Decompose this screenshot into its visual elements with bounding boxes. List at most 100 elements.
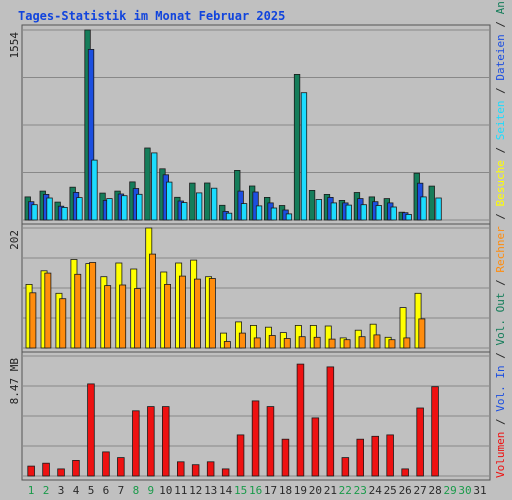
x-tick-label-day-16: 16 [249,484,262,497]
right-label-segment: / [494,14,507,34]
bar-volumen-day-2 [42,462,50,477]
bar-seiten-day-11 [181,202,188,221]
bar-volumen-day-21 [326,366,335,477]
bar-volumen-day-12 [191,464,200,477]
x-tick-label-day-27: 27 [413,484,426,497]
bar-seiten-day-4 [76,197,83,221]
y-axis-max-label: 8.47 MB [8,358,21,405]
bar-rechner-day-20 [313,336,321,349]
bar-besuche-day-14 [220,332,227,349]
bar-volumen-day-10 [161,406,170,477]
bar-rechner-day-7 [119,284,127,349]
bar-volumen-day-25 [386,434,394,477]
bar-volumen-day-7 [117,457,125,477]
bar-rechner-day-16 [253,337,261,349]
right-label-segment: Vol. Out [494,293,507,346]
bar-rechner-day-18 [283,338,291,349]
bar-volumen-day-27 [416,407,424,477]
bar-volumen-day-22 [341,457,350,477]
bar-rechner-day-22 [343,339,351,349]
bar-rechner-day-17 [268,335,276,349]
bar-seiten-day-12 [195,192,203,221]
bar-seiten-day-25 [390,206,397,221]
bar-seiten-day-23 [360,204,367,221]
bar-volumen-day-24 [371,435,379,477]
bar-rechner-day-1 [29,292,37,349]
bar-seiten-day-9 [151,152,158,221]
bar-rechner-day-11 [178,275,186,349]
bar-rechner-day-15 [238,332,246,349]
right-label-segment: / [494,412,507,432]
bar-rechner-day-21 [328,338,336,349]
bar-volumen-day-14 [221,468,230,477]
bar-rechner-day-2 [44,272,52,349]
bar-seiten-day-21 [330,202,338,221]
bar-volumen-day-15 [236,434,245,477]
right-label-segment: Rechner [494,226,507,273]
x-tick-label-day-21: 21 [324,484,337,497]
x-tick-label-day-9: 9 [147,484,154,497]
y-axis-max-label: 202 [8,230,21,250]
x-tick-label-day-10: 10 [159,484,172,497]
bar-dateien-day-5 [87,49,95,221]
bar-besuche-day-26 [399,307,407,349]
bar-rechner-day-8 [134,288,141,349]
x-tick-label-day-19: 19 [294,484,307,497]
x-tick-label-day-20: 20 [309,484,322,497]
bar-seiten-day-22 [345,204,352,221]
bar-volumen-day-28 [431,386,439,477]
x-tick-label-day-6: 6 [103,484,110,497]
bar-volumen-day-11 [176,461,185,477]
x-tick-label-day-28: 28 [428,484,441,497]
x-tick-label-day-8: 8 [133,484,140,497]
x-tick-label-day-4: 4 [73,484,80,497]
bar-volumen-day-5 [87,383,95,477]
bar-volumen-day-6 [102,451,110,477]
bar-rechner-day-14 [223,341,231,349]
bar-seiten-day-14 [225,212,233,221]
bar-rechner-day-6 [104,285,112,349]
bar-rechner-day-27 [418,318,426,349]
right-label-segment: / [494,81,507,101]
bar-volumen-day-3 [57,468,65,477]
x-tick-label-day-22: 22 [339,484,352,497]
bar-volumen-day-19 [296,363,305,477]
bar-rechner-day-10 [164,283,171,349]
bar-seiten-day-2 [46,197,53,221]
right-label-segment: / [494,346,507,366]
x-tick-label-day-15: 15 [234,484,247,497]
bar-seiten-day-24 [375,205,382,221]
bar-rechner-day-9 [149,253,156,349]
x-tick-label-day-24: 24 [369,484,383,497]
bar-seiten-day-16 [255,205,263,221]
right-label-segment: Vol. In [494,365,507,411]
bar-anfragen-day-9 [144,147,151,221]
x-tick-label-day-5: 5 [88,484,95,497]
bar-volumen-day-18 [281,438,290,477]
bar-anfragen-day-13 [204,182,211,221]
bar-anfragen-day-20 [308,189,316,221]
bar-anfragen-day-12 [189,182,196,221]
x-tick-label-day-2: 2 [43,484,50,497]
bar-rechner-day-12 [193,278,201,349]
x-tick-label-day-11: 11 [174,484,187,497]
bar-volumen-day-8 [132,410,140,477]
x-tick-label-day-14: 14 [219,484,233,497]
bar-seiten-day-15 [240,203,248,221]
bar-rechner-day-26 [403,337,411,349]
right-series-label: Volumen / Vol. In / Vol. Out / Rechner /… [494,0,507,478]
bar-volumen-day-20 [311,417,320,477]
bar-volumen-day-16 [251,400,260,477]
chart-title: Tages-Statistik im Monat Februar 2025 [18,9,285,23]
bar-seiten-day-10 [166,181,173,221]
x-tick-label-day-12: 12 [189,484,202,497]
bar-seiten-day-13 [210,187,218,221]
bar-seiten-day-8 [136,193,143,221]
right-label-segment: / [494,206,507,226]
bar-rechner-day-5 [89,262,97,349]
bar-seiten-day-28 [435,197,442,221]
bar-seiten-day-19 [300,92,308,221]
bar-besuche-day-21 [324,325,332,349]
x-tick-label-day-13: 13 [204,484,217,497]
